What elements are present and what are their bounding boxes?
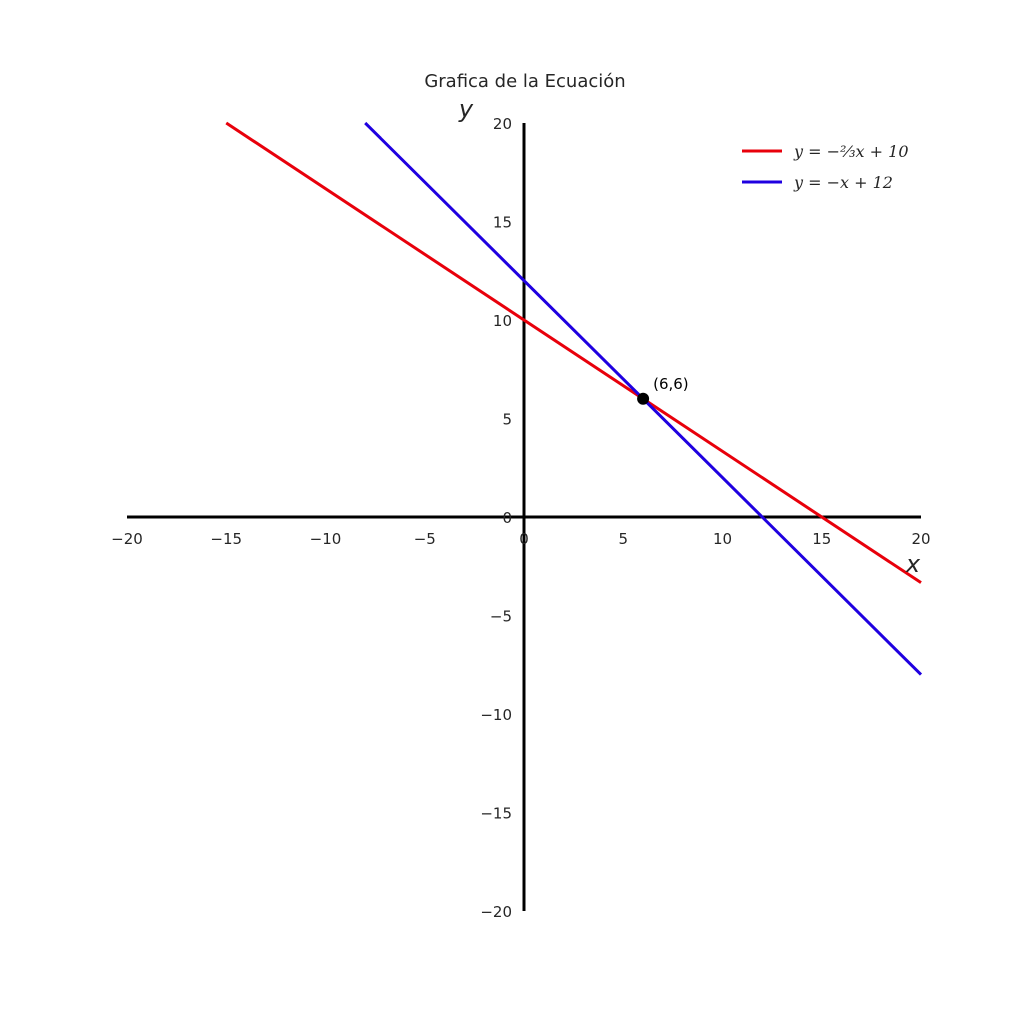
x-axis-label: x [905,550,921,578]
y-tick-label: −10 [480,706,512,724]
y-tick-label: −15 [480,805,512,823]
y-tick-label: 0 [502,509,512,527]
y-axis-label: y [458,95,474,123]
x-tick-label: 10 [713,530,732,548]
y-tick-label: 20 [493,115,512,133]
x-tick-label: 5 [618,530,628,548]
chart-title: Grafica de la Ecuación [424,71,625,92]
axes [127,123,921,911]
tick-labels: −20 −15 −10 −5 0 5 10 15 20 20 15 10 5 0 −5 −10 −15 −20 [111,115,930,921]
y-tick-label: 15 [493,214,512,232]
legend-label-1: y = −⅔x + 10 [793,142,909,161]
x-tick-label: −5 [414,530,436,548]
intersection-point [637,392,650,405]
series-line-1 [225,121,922,584]
y-tick-label: 10 [493,312,512,330]
series-lines [225,121,923,676]
points: (6,6) [637,375,689,405]
x-tick-label: −10 [310,530,342,548]
legend: y = −⅔x + 10 y = −x + 12 [742,142,909,192]
y-tick-label: −20 [480,903,512,921]
x-tick-label: 15 [812,530,831,548]
intersection-label: (6,6) [653,375,689,393]
y-tick-label: 5 [502,411,512,429]
y-tick-label: −5 [490,608,512,626]
x-tick-label: 20 [911,530,930,548]
x-tick-label: −15 [210,530,242,548]
legend-label-2: y = −x + 12 [793,173,893,192]
x-tick-label: −20 [111,530,143,548]
x-tick-label: 0 [519,530,529,548]
